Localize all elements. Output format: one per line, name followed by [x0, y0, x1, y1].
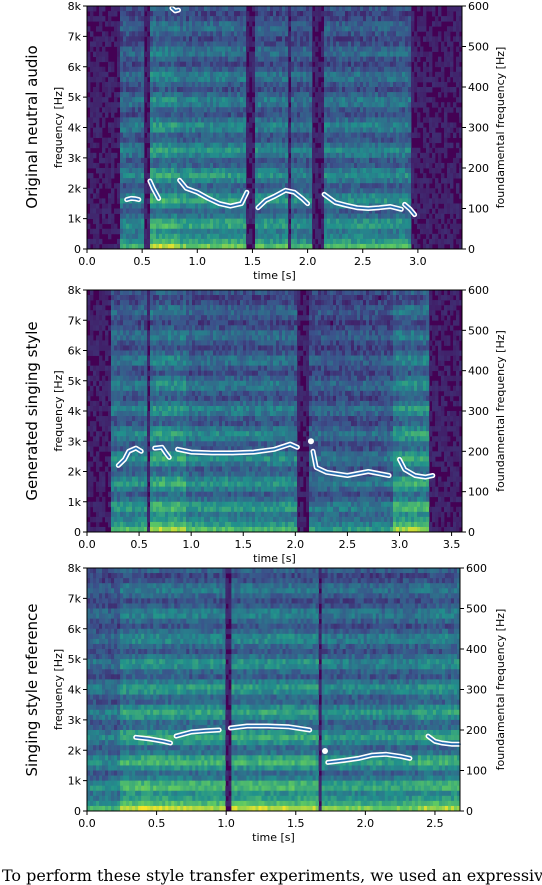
figure-caption: To perform these style transfer experime…	[2, 866, 542, 885]
y-tick-label: 5k	[68, 653, 82, 666]
y-tick-label: 1k	[68, 213, 82, 226]
y-right-axis-label: foundamental frequency [Hz]	[494, 330, 507, 492]
y-right-tick-label: 300	[468, 122, 489, 135]
spectrogram-image	[87, 290, 462, 532]
y-tick-label: 1k	[68, 496, 82, 509]
y-tick-label: 5k	[68, 91, 82, 104]
y-right-tick-label: 400	[468, 365, 489, 378]
x-tick-label: 1.0	[182, 538, 200, 551]
y-tick-label: 5k	[68, 375, 82, 388]
y-tick-label: 6k	[68, 61, 82, 74]
y-tick-label: 8k	[68, 562, 82, 575]
x-tick-label: 2.5	[339, 538, 357, 551]
y-right-tick-label: 400	[466, 643, 487, 656]
y-tick-label: 7k	[68, 30, 82, 43]
f0-contour	[127, 198, 139, 199]
x-tick-label: 3.0	[391, 538, 409, 551]
y-right-tick-label: 400	[468, 81, 489, 94]
panel-row-label: Generated singing style	[23, 321, 41, 500]
y-right-tick-label: 100	[468, 486, 489, 499]
x-tick-label: 2.0	[299, 255, 317, 268]
x-tick-label: 2.0	[357, 817, 375, 830]
y-axis-label: frequency [Hz]	[52, 370, 65, 451]
y-tick-label: 2k	[68, 744, 82, 757]
y-axis-label: frequency [Hz]	[52, 87, 65, 168]
x-tick-label: 3.5	[443, 538, 461, 551]
y-tick-label: 8k	[68, 284, 82, 297]
y-right-tick-label: 600	[468, 0, 489, 13]
y-right-tick-label: 300	[466, 684, 487, 697]
x-tick-label: 1.0	[189, 255, 207, 268]
spectrogram-image	[87, 6, 462, 249]
x-tick-label: 2.5	[426, 817, 444, 830]
y-tick-label: 4k	[68, 684, 82, 697]
y-right-axis-label: foundamental frequency [Hz]	[494, 609, 507, 771]
x-tick-label: 0.5	[133, 255, 151, 268]
y-tick-label: 7k	[68, 592, 82, 605]
x-tick-label: 1.5	[244, 255, 262, 268]
x-tick-label: 2.5	[354, 255, 372, 268]
y-right-axis-label: foundamental frequency [Hz]	[494, 47, 507, 209]
f0-dot	[322, 748, 328, 754]
y-right-tick-label: 0	[466, 805, 473, 818]
panel-row-label: Original neutral audio	[23, 45, 41, 208]
x-tick-label: 0.5	[148, 817, 166, 830]
y-right-tick-label: 200	[468, 162, 489, 175]
y-right-tick-label: 500	[468, 324, 489, 337]
x-tick-label: 0.0	[78, 538, 96, 551]
panel-row-label: Singing style reference	[23, 603, 41, 776]
x-tick-label: 3.0	[409, 255, 427, 268]
y-tick-label: 0	[74, 526, 81, 539]
x-axis-label: time [s]	[253, 552, 296, 565]
spectrogram-image	[87, 568, 460, 811]
x-axis-label: time [s]	[252, 831, 295, 844]
y-right-tick-label: 600	[466, 562, 487, 575]
y-right-tick-label: 600	[468, 284, 489, 297]
x-tick-label: 2.0	[287, 538, 305, 551]
y-tick-label: 2k	[68, 182, 82, 195]
y-right-tick-label: 300	[468, 405, 489, 418]
y-tick-label: 6k	[68, 345, 82, 358]
x-tick-label: 1.5	[235, 538, 253, 551]
y-right-tick-label: 500	[466, 603, 487, 616]
y-tick-label: 0	[74, 805, 81, 818]
y-right-tick-label: 200	[466, 724, 487, 737]
y-right-tick-label: 100	[468, 203, 489, 216]
y-tick-label: 7k	[68, 314, 82, 327]
spectrogram-panel-2: 0.0 0.5 1.0 1.5 2.0 2.5 3.0 3.5 0 1k 2k 3k 4k 5k 6k 7k 8…	[23, 284, 507, 565]
y-right-tick-label: 500	[468, 41, 489, 54]
y-axis-label: frequency [Hz]	[52, 649, 65, 730]
y-tick-label: 0	[74, 243, 81, 256]
x-tick-label: 0.0	[78, 817, 96, 830]
x-tick-label: 0.5	[130, 538, 148, 551]
x-tick-label: 0.0	[78, 255, 96, 268]
x-tick-label: 1.0	[217, 817, 235, 830]
y-right-tick-label: 100	[466, 765, 487, 778]
y-tick-label: 6k	[68, 623, 82, 636]
spectrogram-panel-1: 0.0 0.5 1.0 1.5 2.0 2.5 3.0 0 1k 2k 3k 4k 5k 6k 7k 8k 0 1…	[23, 0, 507, 282]
y-tick-label: 4k	[68, 122, 82, 135]
y-right-tick-label: 0	[468, 526, 475, 539]
x-tick-label: 1.5	[287, 817, 305, 830]
y-tick-label: 8k	[68, 0, 82, 13]
y-tick-label: 4k	[68, 405, 82, 418]
f0-dot	[308, 438, 314, 444]
y-tick-label: 3k	[68, 152, 82, 165]
y-right-tick-label: 200	[468, 445, 489, 458]
x-axis-label: time [s]	[253, 269, 296, 282]
y-tick-label: 3k	[68, 435, 82, 448]
y-tick-label: 3k	[68, 714, 82, 727]
y-tick-label: 2k	[68, 466, 82, 479]
y-tick-label: 1k	[68, 775, 82, 788]
spectrogram-panel-3: 0.0 0.5 1.0 1.5 2.0 2.5 0 1k 2k 3k 4k 5k 6k 7k 8k 0 100 2…	[23, 562, 507, 844]
y-right-tick-label: 0	[468, 243, 475, 256]
